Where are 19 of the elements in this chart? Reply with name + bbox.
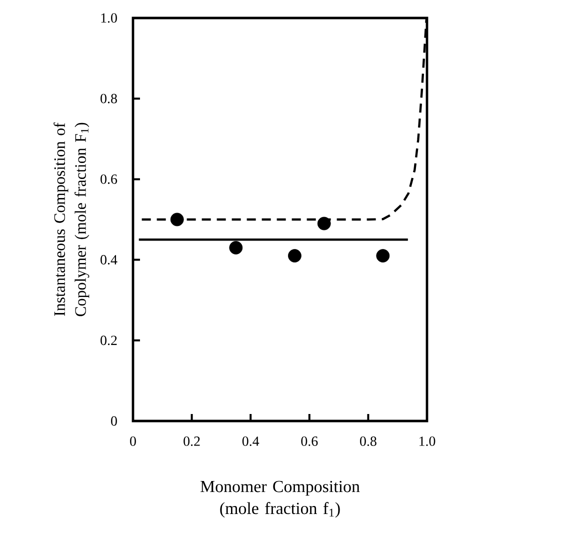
y-axis-title: Instantaneous Composition of Copolymer (mole fraction F$_{1}$) [54, 122, 90, 316]
point [229, 241, 243, 254]
x-axis-title: Monomer Composition (mole fraction f$_{1}$) [200, 480, 360, 518]
y-tick-label: 0 [111, 416, 117, 426]
point [288, 249, 302, 262]
y-tick-label: 1.0 [101, 13, 117, 23]
x-tick-label: 1.0 [420, 436, 436, 446]
point [170, 212, 184, 226]
x-tick-label: 0.8 [360, 436, 376, 446]
point [376, 249, 390, 262]
y-tick-label: 0.2 [100, 336, 117, 346]
x-tick-label: 0.4 [242, 436, 260, 446]
y-tick-label: 0.6 [100, 174, 118, 184]
y-tick-label: 0.8 [100, 94, 117, 104]
x-tick-label: 0.6 [301, 436, 318, 446]
x-tick-label: 0.2 [184, 436, 200, 446]
point [317, 216, 331, 230]
y-tick-label: 0.4 [100, 255, 118, 265]
x-tick-label: 0 [130, 436, 136, 446]
